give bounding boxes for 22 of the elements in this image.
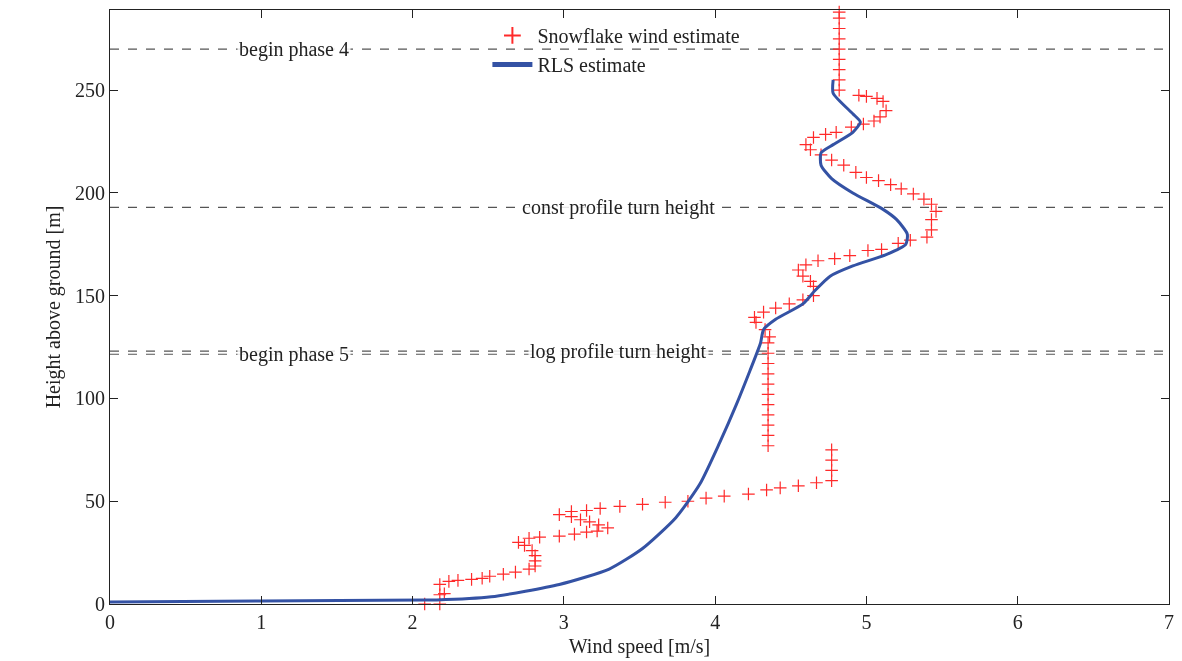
- ref-line-label: begin phase 5: [239, 343, 349, 366]
- ref-line-label: log profile turn height: [530, 340, 707, 363]
- y-tick-label: 100: [74, 387, 105, 410]
- x-tick-label: 2: [407, 611, 418, 634]
- legend-label: RLS estimate: [537, 54, 646, 77]
- ref-line-label: const profile turn height: [522, 196, 716, 219]
- y-tick-label: 250: [74, 79, 105, 102]
- x-tick-label: 3: [558, 611, 569, 634]
- y-tick-label: 150: [74, 284, 105, 307]
- y-tick-label: 50: [84, 490, 105, 513]
- legend-label: Snowflake wind estimate: [537, 25, 740, 48]
- x-tick-label: 1: [256, 611, 267, 634]
- y-tick-label: 0: [94, 593, 105, 615]
- x-tick-label: 4: [710, 611, 721, 634]
- y-tick-label: 200: [74, 181, 105, 204]
- x-tick-label: 5: [861, 611, 872, 634]
- x-tick-label: 6: [1012, 611, 1023, 634]
- x-tick-label: 7: [1164, 611, 1174, 634]
- y-axis-title: Height above ground [m]: [41, 205, 65, 409]
- x-axis-title: Wind speed [m/s]: [568, 634, 711, 658]
- ref-line-label: begin phase 4: [239, 38, 349, 61]
- line-series: [110, 78, 909, 604]
